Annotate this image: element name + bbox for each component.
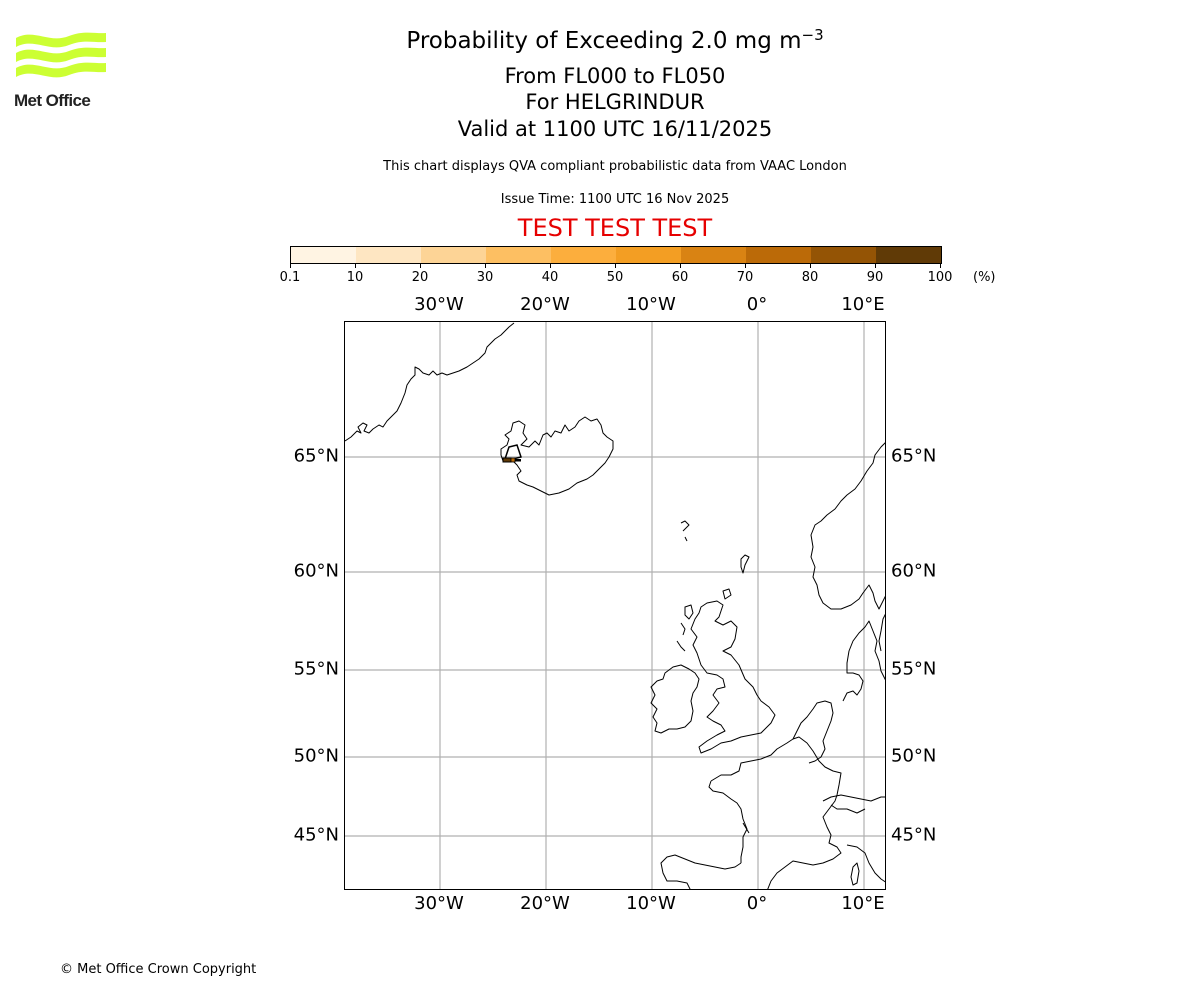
colorbar-tick-label: 10 [346, 270, 364, 285]
colorbar-units: (%) [973, 270, 996, 285]
chart-description: This chart displays QVA compliant probab… [383, 159, 847, 174]
valid-time: Valid at 1100 UTC 16/11/2025 [457, 117, 773, 141]
flight-level-range: From FL000 to FL050 [504, 64, 726, 88]
colorbar-segment-4 [551, 247, 616, 263]
gridlines [345, 322, 885, 889]
colorbar-tick [550, 263, 551, 268]
lon-label-top: 30°W [414, 294, 464, 315]
colorbar-tick [420, 263, 421, 268]
met-office-logo: Met Office [14, 30, 109, 112]
lon-label-bottom: 10°W [626, 893, 676, 914]
coastline-shetland [740, 554, 750, 574]
colorbar-tick [810, 263, 811, 268]
chart-title: Probability of Exceeding 2.0 mg m−3 [0, 26, 1200, 54]
colorbar-segment-3 [486, 247, 551, 263]
lon-label-bottom: 30°W [414, 893, 464, 914]
colorbar [290, 246, 942, 264]
colorbar-tick [290, 263, 291, 268]
colorbar-tick-label: 90 [866, 270, 884, 285]
lat-label-left: 50°N [293, 745, 339, 767]
lat-label-left: 65°N [293, 445, 339, 467]
met-office-logo-text: Met Office [14, 91, 91, 110]
lon-label-top: 10°E [841, 294, 885, 315]
colorbar-tick-label: 100 [927, 270, 953, 285]
lat-label-right: 45°N [891, 824, 937, 846]
lat-label-left: 55°N [293, 658, 339, 680]
map-panel[interactable] [344, 321, 886, 890]
colorbar-tick [745, 263, 746, 268]
coastline-denmark [842, 620, 885, 702]
colorbar-segment-2 [421, 247, 486, 263]
lon-label-bottom: 0° [746, 893, 768, 914]
colorbar-tick-label: 70 [736, 270, 754, 285]
volcano-name: For HELGRINDUR [525, 90, 705, 114]
colorbar-tick [355, 263, 356, 268]
map-canvas [345, 322, 885, 889]
coastline-hebrides [676, 604, 694, 652]
colorbar-tick [615, 263, 616, 268]
colorbar-segment-8 [811, 247, 876, 263]
met-office-waves-icon [16, 32, 106, 78]
colorbar-segment-5 [616, 247, 681, 263]
coastline-france-west [708, 780, 748, 863]
copyright-notice: © Met Office Crown Copyright [60, 962, 257, 977]
colorbar-tick [485, 263, 486, 268]
coastline-italy [846, 844, 885, 883]
colorbar-tick [680, 263, 681, 268]
lat-label-right: 50°N [891, 745, 937, 767]
coastline-greenland [345, 322, 515, 442]
lon-label-top: 0° [746, 294, 768, 315]
coastline-great-britain [690, 600, 776, 754]
colorbar-segment-7 [746, 247, 811, 263]
lon-label-top: 20°W [520, 294, 570, 315]
colorbar-tick-label: 60 [671, 270, 689, 285]
coastlines [345, 322, 885, 889]
lat-label-right: 55°N [891, 658, 937, 680]
coastline-norway [810, 442, 885, 610]
lon-label-bottom: 10°E [841, 893, 885, 914]
ash-probability-area[interactable] [502, 444, 522, 463]
coastline-faroe [680, 520, 690, 542]
lat-label-left: 60°N [293, 560, 339, 582]
coastline-corsica [850, 862, 860, 886]
coastline-france [660, 736, 842, 889]
test-banner: TEST TEST TEST [517, 214, 713, 242]
colorbar-segment-6 [681, 247, 746, 263]
chart-title-text: Probability of Exceeding 2.0 mg m [406, 28, 802, 54]
colorbar-tick-label: 40 [541, 270, 559, 285]
coastline-ireland [650, 664, 700, 734]
lon-label-top: 10°W [626, 294, 676, 315]
colorbar-segment-1 [356, 247, 421, 263]
chart-title-superscript: −3 [801, 26, 824, 44]
coastline-germany-border [822, 794, 885, 814]
colorbar-tick-label: 0.1 [279, 270, 301, 285]
lon-label-bottom: 20°W [520, 893, 570, 914]
issue-time: Issue Time: 1100 UTC 16 Nov 2025 [500, 192, 730, 207]
colorbar-tick-label: 30 [476, 270, 494, 285]
colorbar-tick [875, 263, 876, 268]
lat-label-right: 65°N [891, 445, 937, 467]
coastline-sweden [878, 613, 885, 652]
colorbar-tick-label: 20 [411, 270, 429, 285]
colorbar-tick [940, 263, 941, 268]
lat-label-right: 60°N [891, 560, 937, 582]
coastline-benelux [792, 700, 834, 764]
colorbar-segment-9 [876, 247, 941, 263]
coastline-iceland [500, 416, 614, 496]
colorbar-segment-0 [291, 247, 356, 263]
coastline-orkney [722, 588, 732, 600]
colorbar-tick-label: 80 [801, 270, 819, 285]
lat-label-left: 45°N [293, 824, 339, 846]
colorbar-tick-label: 50 [606, 270, 624, 285]
